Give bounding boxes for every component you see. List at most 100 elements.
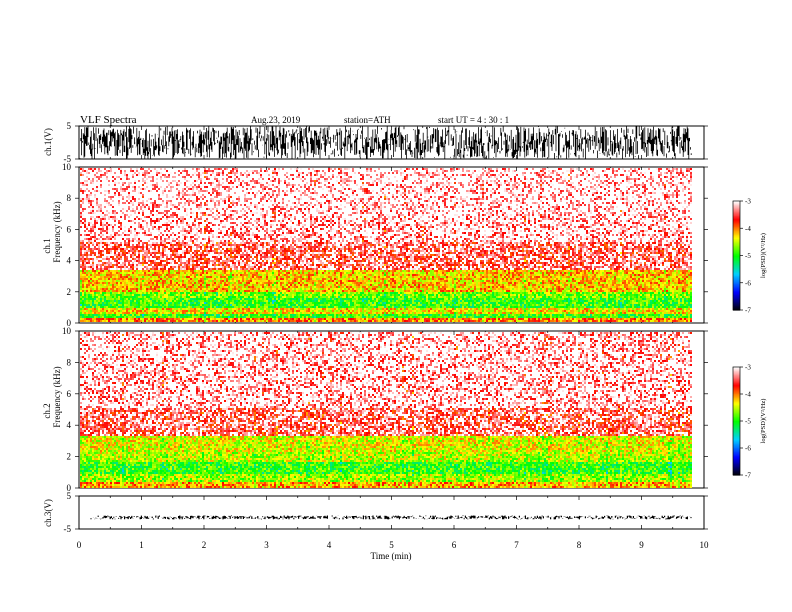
- spectrogram-cell: [202, 272, 204, 274]
- spectrogram-cell: [160, 206, 162, 208]
- spectrogram-cell: [234, 284, 236, 286]
- spectrogram-cell: [152, 178, 154, 180]
- spectrogram-cell: [106, 308, 108, 310]
- spectrogram-cell: [84, 258, 86, 260]
- spectrogram-cell: [186, 294, 188, 296]
- spectrogram-cell: [138, 294, 140, 296]
- spectrogram-cell: [174, 250, 176, 252]
- spectrogram-cell: [120, 214, 122, 216]
- spectrogram-cell: [214, 218, 216, 220]
- spectrogram-cell: [176, 288, 178, 290]
- spectrogram-cell: [198, 286, 200, 288]
- spectrogram-cell: [158, 312, 160, 314]
- spectrogram-cell: [166, 242, 168, 244]
- spectrogram-cell: [94, 228, 96, 230]
- spectrogram-cell: [102, 242, 104, 244]
- spectrogram-cell: [112, 316, 114, 318]
- spectrogram-cell: [98, 270, 100, 272]
- spectrogram-cell: [172, 204, 174, 206]
- spectrogram-cell: [110, 196, 112, 198]
- spectrogram-cell: [200, 318, 202, 320]
- spectrogram-cell: [156, 316, 158, 318]
- spectrogram-cell: [232, 308, 234, 310]
- spectrogram-cell: [210, 228, 212, 230]
- spectrogram-cell: [232, 216, 234, 218]
- spectrogram-cell: [168, 204, 170, 206]
- spectrogram-cell: [80, 278, 82, 280]
- spectrogram-cell: [200, 242, 202, 244]
- spectrogram-cell: [176, 206, 178, 208]
- spectrogram-cell: [132, 256, 134, 258]
- spectrogram-cell: [158, 272, 160, 274]
- spectrogram-cell: [174, 270, 176, 272]
- spectrogram-cell: [190, 248, 192, 250]
- spectrogram-cell: [180, 176, 182, 178]
- spectrogram-cell: [242, 174, 244, 176]
- spectrogram-cell: [190, 240, 192, 242]
- spectrogram-cell: [178, 296, 180, 298]
- spectrogram-cell: [150, 290, 152, 292]
- spectrogram-cell: [196, 282, 198, 284]
- spectrogram-cell: [166, 212, 168, 214]
- spectrogram-cell: [112, 312, 114, 314]
- spectrogram-cell: [206, 312, 208, 314]
- spectrogram-cell: [130, 270, 132, 272]
- spectrogram-cell: [154, 184, 156, 186]
- spectrogram-cell: [174, 190, 176, 192]
- spectrogram-cell: [164, 312, 166, 314]
- spectrogram-cell: [242, 318, 244, 320]
- spectrogram-cell: [102, 168, 104, 170]
- spectrogram-cell: [246, 236, 248, 238]
- spectrogram-cell: [210, 240, 212, 242]
- spectrogram-cell: [182, 270, 184, 272]
- spectrogram-cell: [176, 282, 178, 284]
- spectrogram-cell: [138, 204, 140, 206]
- spectrogram-cell: [252, 302, 254, 304]
- spectrogram-cell: [108, 212, 110, 214]
- spectrogram-cell: [156, 226, 158, 228]
- spectrogram-cell: [130, 250, 132, 252]
- spectrogram-cell: [96, 270, 98, 272]
- spectrogram-cell: [86, 282, 88, 284]
- spectrogram-cell: [168, 304, 170, 306]
- spectrogram-cell: [178, 282, 180, 284]
- spectrogram-cell: [130, 320, 132, 322]
- spectrogram-cell: [208, 272, 210, 274]
- spectrogram-cell: [216, 292, 218, 294]
- spectrogram-cell: [84, 306, 86, 308]
- spectrogram-cell: [206, 226, 208, 228]
- spectrogram-cell: [104, 300, 106, 302]
- spectrogram-cell: [162, 246, 164, 248]
- spectrogram-cell: [104, 292, 106, 294]
- spectrogram-cell: [182, 192, 184, 194]
- spectrogram-cell: [214, 252, 216, 254]
- spectrogram-cell: [132, 210, 134, 212]
- spectrogram-cell: [242, 270, 244, 272]
- spectrogram-cell: [126, 246, 128, 248]
- spectrogram-cell: [172, 258, 174, 260]
- spectrogram-cell: [210, 260, 212, 262]
- spectrogram-cell: [150, 204, 152, 206]
- spectrogram-cell: [218, 318, 220, 320]
- spectrogram-cell: [84, 182, 86, 184]
- spectrogram-cell: [248, 220, 250, 222]
- spectrogram-cell: [194, 292, 196, 294]
- spectrogram-cell: [246, 302, 248, 304]
- spectrogram-cell: [162, 170, 164, 172]
- spectrogram-cell: [244, 254, 246, 256]
- spectrogram-cell: [86, 176, 88, 178]
- spectrogram-cell: [142, 272, 144, 274]
- spectrogram-cell: [154, 264, 156, 266]
- spectrogram-cell: [92, 236, 94, 238]
- spectrogram-cell: [152, 194, 154, 196]
- spectrogram-cell: [200, 294, 202, 296]
- spectrogram-cell: [236, 176, 238, 178]
- ch1-waveform-panel: 5-5: [64, 121, 708, 164]
- spectrogram-cell: [100, 240, 102, 242]
- spectrogram-cell: [154, 288, 156, 290]
- spectrogram-cell: [172, 292, 174, 294]
- spectrogram-cell: [234, 298, 236, 300]
- spectrogram-cell: [172, 272, 174, 274]
- spectrogram-cell: [204, 262, 206, 264]
- spectrogram-cell: [196, 244, 198, 246]
